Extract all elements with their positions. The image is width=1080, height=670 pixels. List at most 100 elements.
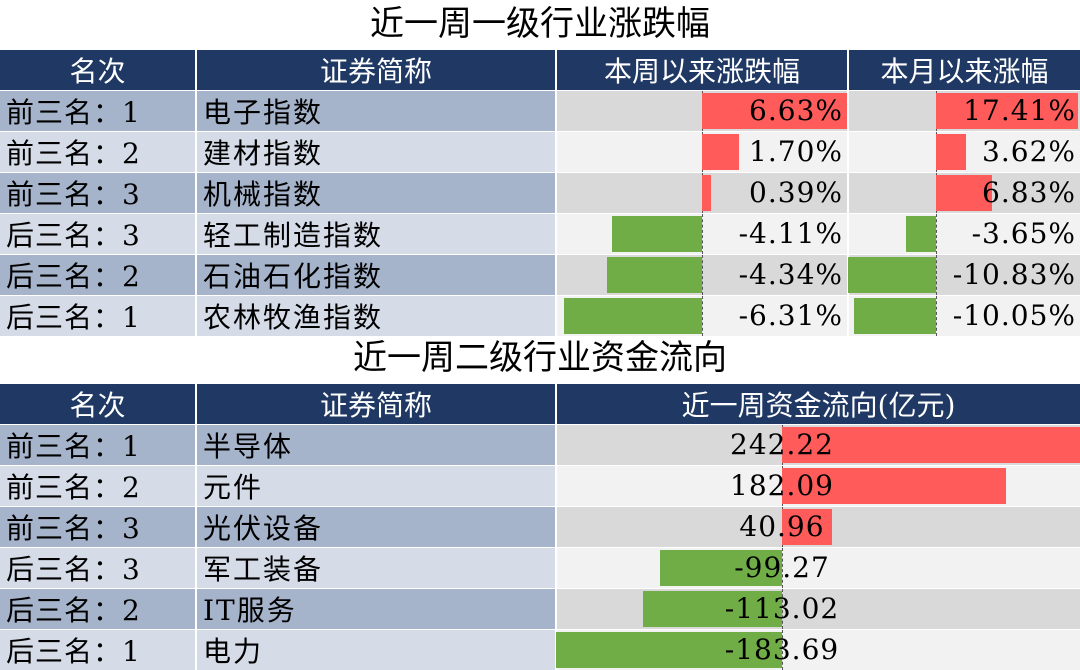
week-change-value: -4.11% bbox=[738, 217, 843, 250]
fund-flow-value: -113.02 bbox=[724, 592, 840, 625]
positive-bar bbox=[936, 93, 1078, 129]
zero-line bbox=[936, 296, 937, 336]
security-name-cell: 轻工制造指数 bbox=[197, 213, 557, 254]
table-row: 后三名：1 农林牧渔指数 -6.31% -10.05% bbox=[0, 295, 1080, 336]
week-change-cell: -6.31% bbox=[557, 295, 849, 336]
outflow-bar bbox=[659, 550, 782, 586]
rank-cell: 前三名：1 bbox=[0, 90, 197, 131]
security-name-cell: IT服务 bbox=[197, 588, 557, 629]
table1-header-row: 名次 证券简称 本周以来涨跌幅 本月以来涨幅 bbox=[0, 50, 1080, 90]
rank-cell: 后三名：3 bbox=[0, 547, 197, 588]
month-change-cell: 17.41% bbox=[849, 90, 1080, 131]
week-change-value: 0.39% bbox=[749, 176, 843, 209]
header-name: 证券简称 bbox=[197, 384, 557, 424]
zero-line bbox=[782, 630, 783, 670]
table-row: 前三名：2 建材指数 1.70% 3.62% bbox=[0, 131, 1080, 172]
security-name-cell: 电力 bbox=[197, 629, 557, 670]
security-name-cell: 半导体 bbox=[197, 424, 557, 465]
header-week-change: 本周以来涨跌幅 bbox=[557, 50, 849, 90]
week-change-cell: -4.34% bbox=[557, 254, 849, 295]
table-row: 后三名：2 IT服务 -113.02 bbox=[0, 588, 1080, 629]
month-change-value: -10.05% bbox=[952, 299, 1076, 332]
table-row: 前三名：1 电子指数 6.63% 17.41% bbox=[0, 90, 1080, 131]
table-row: 前三名：1 半导体 242.22 bbox=[0, 424, 1080, 465]
positive-bar bbox=[702, 93, 847, 129]
month-change-cell: -3.65% bbox=[849, 213, 1080, 254]
security-name-cell: 元件 bbox=[197, 465, 557, 506]
header-rank: 名次 bbox=[0, 50, 197, 90]
security-name-cell: 建材指数 bbox=[197, 131, 557, 172]
rank-cell: 前三名：3 bbox=[0, 172, 197, 213]
fund-flow-cell: 182.09 bbox=[557, 465, 1080, 506]
week-change-cell: 0.39% bbox=[557, 172, 849, 213]
zero-line bbox=[936, 214, 937, 254]
negative-bar bbox=[607, 257, 702, 293]
fund-flow-cell: -99.27 bbox=[557, 547, 1080, 588]
rank-cell: 前三名：3 bbox=[0, 506, 197, 547]
fund-flow-value: 242.22 bbox=[730, 428, 834, 461]
table-row: 后三名：3 轻工制造指数 -4.11% -3.65% bbox=[0, 213, 1080, 254]
negative-bar bbox=[847, 257, 936, 293]
month-change-value: -10.83% bbox=[952, 258, 1076, 291]
negative-bar bbox=[906, 216, 936, 252]
positive-bar bbox=[936, 134, 966, 170]
rank-cell: 后三名：1 bbox=[0, 295, 197, 336]
fund-flow-cell: -183.69 bbox=[556, 629, 1080, 670]
fund-flow-cell: 40.96 bbox=[557, 506, 1080, 547]
month-change-cell: 3.62% bbox=[849, 131, 1080, 172]
security-name-cell: 电子指数 bbox=[197, 90, 557, 131]
fund-flow-cell: -113.02 bbox=[557, 588, 1080, 629]
table-row: 前三名：3 机械指数 0.39% 6.83% bbox=[0, 172, 1080, 213]
inflow-bar bbox=[782, 427, 1080, 463]
fund-flow-value: -99.27 bbox=[734, 551, 830, 584]
positive-bar bbox=[702, 175, 711, 211]
week-change-cell: 6.63% bbox=[557, 90, 849, 131]
month-change-value: 17.41% bbox=[963, 94, 1076, 127]
header-name: 证券简称 bbox=[197, 50, 557, 90]
rank-cell: 前三名：2 bbox=[0, 131, 197, 172]
industry-change-table: 名次 证券简称 本周以来涨跌幅 本月以来涨幅 前三名：1 电子指数 6.63% 17.… bbox=[0, 50, 1080, 336]
week-change-value: -4.34% bbox=[738, 258, 843, 291]
rank-cell: 后三名：2 bbox=[0, 254, 197, 295]
inflow-bar bbox=[782, 509, 833, 545]
table-row: 前三名：2 元件 182.09 bbox=[0, 465, 1080, 506]
month-change-value: 6.83% bbox=[982, 176, 1076, 209]
fund-flow-value: 40.96 bbox=[739, 510, 825, 543]
week-change-cell: -4.11% bbox=[557, 213, 849, 254]
security-name-cell: 农林牧渔指数 bbox=[197, 295, 557, 336]
table-row: 前三名：3 光伏设备 40.96 bbox=[0, 506, 1080, 547]
negative-bar bbox=[563, 298, 702, 334]
table2-title: 近一周二级行业资金流向 bbox=[353, 338, 727, 378]
table1-title: 近一周一级行业涨跌幅 bbox=[370, 4, 710, 44]
week-change-value: 6.63% bbox=[749, 94, 843, 127]
month-change-cell: -10.05% bbox=[849, 295, 1080, 336]
inflow-bar bbox=[782, 468, 1007, 504]
month-change-value: -3.65% bbox=[971, 217, 1076, 250]
zero-line bbox=[936, 255, 937, 295]
header-rank: 名次 bbox=[0, 384, 197, 424]
negative-bar bbox=[854, 298, 936, 334]
month-change-cell: 6.83% bbox=[849, 172, 1080, 213]
positive-bar bbox=[936, 175, 992, 211]
positive-bar bbox=[702, 134, 740, 170]
fund-flow-cell: 242.22 bbox=[557, 424, 1080, 465]
table2-header-row: 名次 证券简称 近一周资金流向(亿元) bbox=[0, 384, 1080, 424]
rank-cell: 后三名：1 bbox=[0, 629, 197, 670]
rank-cell: 前三名：1 bbox=[0, 424, 197, 465]
zero-line bbox=[702, 296, 703, 336]
outflow-bar bbox=[556, 632, 782, 668]
month-change-cell: -10.83% bbox=[847, 254, 1080, 295]
outflow-bar bbox=[642, 591, 782, 627]
fund-flow-value: 182.09 bbox=[730, 469, 834, 502]
rank-cell: 前三名：2 bbox=[0, 465, 197, 506]
zero-line bbox=[782, 589, 783, 629]
week-change-cell: 1.70% bbox=[557, 131, 849, 172]
header-month-change: 本月以来涨幅 bbox=[849, 50, 1080, 90]
rank-cell: 后三名：3 bbox=[0, 213, 197, 254]
security-name-cell: 石油石化指数 bbox=[197, 254, 557, 295]
fund-flow-table: 名次 证券简称 近一周资金流向(亿元) 前三名：1 半导体 242.22 前三名：2 元… bbox=[0, 384, 1080, 670]
week-change-value: -6.31% bbox=[738, 299, 843, 332]
header-fund-flow: 近一周资金流向(亿元) bbox=[557, 384, 1080, 424]
negative-bar bbox=[612, 216, 702, 252]
month-change-value: 3.62% bbox=[982, 135, 1076, 168]
